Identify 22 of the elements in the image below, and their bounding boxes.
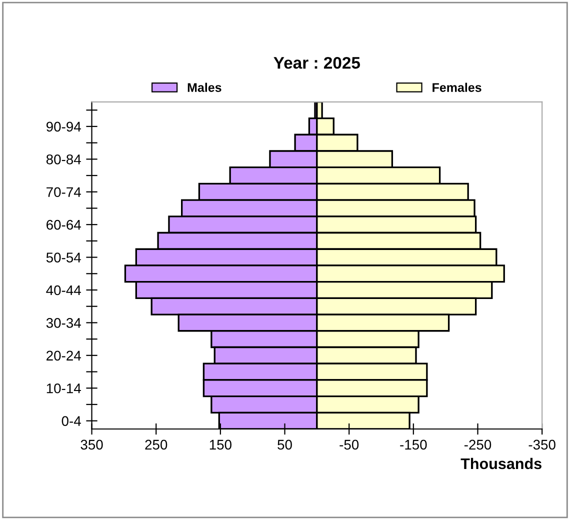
x-tick-label: 350 bbox=[80, 440, 103, 450]
x-tick-label: -250 bbox=[464, 440, 492, 450]
y-tick-label: 90-94 bbox=[46, 122, 81, 132]
y-tick-label: 10-14 bbox=[46, 383, 81, 394]
legend-label: Males bbox=[188, 82, 222, 92]
x-tick-label: 50 bbox=[278, 440, 292, 450]
x-tick-label: 250 bbox=[145, 440, 168, 450]
y-tick-label: 70-74 bbox=[46, 187, 81, 198]
x-tick-label: -350 bbox=[528, 440, 556, 450]
x-axis-title: Thousands bbox=[460, 458, 542, 470]
legend-label: Females bbox=[432, 82, 482, 92]
y-tick-label: 80-84 bbox=[46, 154, 81, 164]
y-tick-label: 40-44 bbox=[46, 285, 81, 296]
x-tick-label: -50 bbox=[340, 440, 359, 450]
chart-title: Year : 2025 bbox=[274, 56, 360, 69]
y-tick-label: 20-24 bbox=[46, 350, 81, 361]
x-tick-label: -150 bbox=[400, 440, 427, 450]
y-tick-label: 50-54 bbox=[46, 252, 81, 262]
y-tick-label: 60-64 bbox=[46, 220, 81, 230]
x-tick-label: 150 bbox=[210, 440, 232, 450]
y-tick-label: 30-34 bbox=[46, 318, 81, 328]
y-tick-label: 0-4 bbox=[62, 416, 81, 426]
